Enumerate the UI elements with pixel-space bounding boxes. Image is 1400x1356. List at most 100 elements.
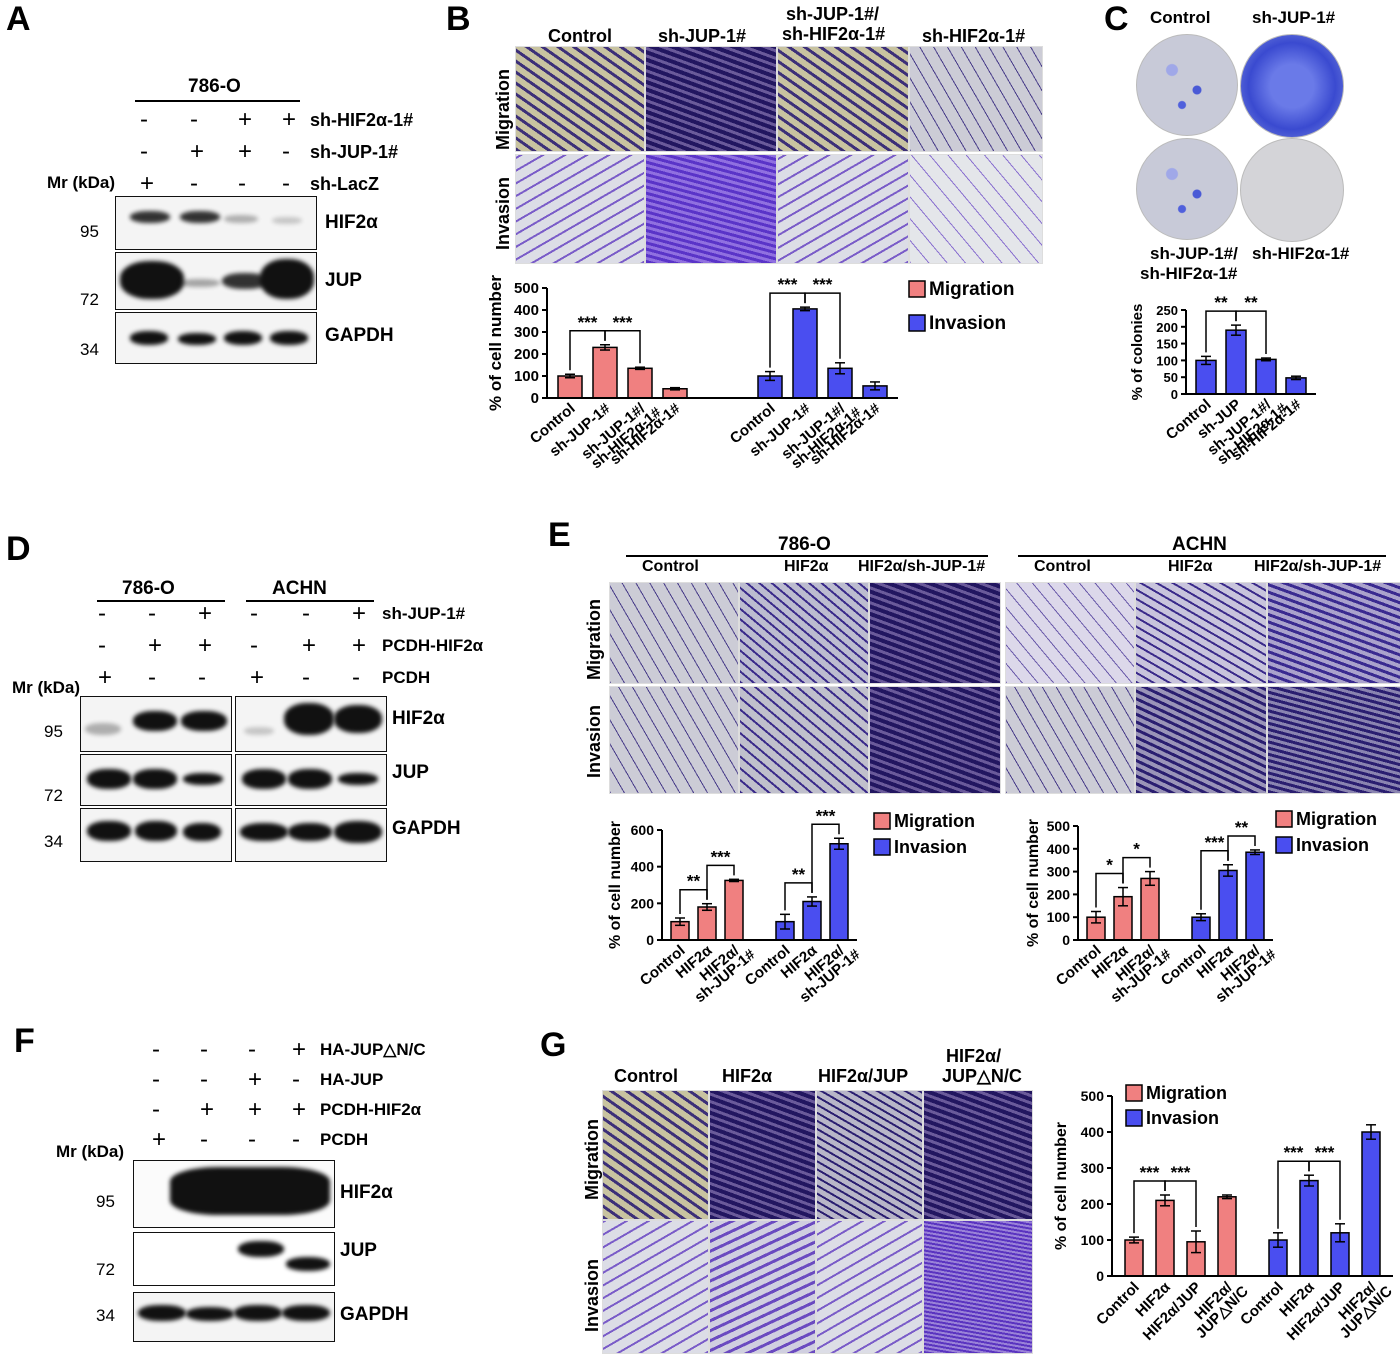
- panel-letter-b: B: [446, 0, 471, 38]
- treatment-sign: +: [200, 1096, 215, 1123]
- marker-72: 72: [44, 786, 63, 805]
- y-tick-label: 0: [1171, 387, 1178, 402]
- marker-72: 72: [80, 290, 99, 309]
- marker-34: 34: [80, 340, 99, 359]
- y-tick-label: 0: [531, 390, 539, 407]
- panel-letter-c: C: [1104, 0, 1129, 38]
- legend-swatch: [908, 280, 926, 298]
- micrograph: [869, 582, 1001, 684]
- colony-dish: [1240, 34, 1344, 138]
- y-tick-label: 100: [1047, 909, 1071, 925]
- column-label: HIF2α/: [946, 1046, 1002, 1066]
- treatment-sign: +: [190, 138, 205, 165]
- treatment-sign: -: [98, 632, 106, 659]
- micrograph: [602, 1090, 709, 1220]
- treatment-sign: -: [292, 1066, 300, 1093]
- treatment-sign: -: [282, 138, 290, 165]
- treatment-label: PCDH: [320, 1130, 369, 1149]
- treatment-sign: +: [152, 1126, 167, 1153]
- treatment-sign: -: [152, 1096, 160, 1123]
- treatment-sign: +: [292, 1036, 307, 1063]
- significance-label: ***: [1284, 1143, 1304, 1162]
- micrograph: [816, 1220, 923, 1354]
- bar: [1124, 1239, 1144, 1277]
- micrograph: [515, 46, 645, 152]
- colony-dish: [1136, 34, 1238, 136]
- row-label: Invasion: [582, 1258, 602, 1332]
- treatment-sign: +: [198, 600, 213, 627]
- treatment-label: HA-JUP△N/C: [320, 1040, 426, 1059]
- y-axis-label: % of cell number: [1053, 1122, 1070, 1250]
- treatment-label: sh-JUP-1#: [382, 604, 466, 623]
- bar: [592, 346, 618, 399]
- bar: [1225, 329, 1247, 395]
- blot-gapdh: [133, 1292, 335, 1342]
- treatment-sign: +: [238, 138, 253, 165]
- mr-label: Mr (kDa): [47, 173, 116, 192]
- blot-gapdh: [235, 808, 387, 862]
- micrograph: [909, 154, 1043, 264]
- treatment-sign: -: [282, 170, 290, 197]
- y-tick-label: 100: [1081, 1232, 1105, 1248]
- cell-line-label: ACHN: [1172, 534, 1227, 555]
- significance-label: ***: [578, 313, 598, 332]
- significance-label: **: [1214, 293, 1228, 312]
- bar: [827, 367, 853, 399]
- significance-bracket: [811, 823, 840, 893]
- bar: [697, 906, 717, 941]
- y-tick-label: 0: [1096, 1268, 1104, 1284]
- significance-bracket: [1235, 310, 1267, 355]
- marker-34: 34: [44, 832, 63, 851]
- treatment-sign: -: [302, 664, 310, 691]
- marker-95: 95: [80, 222, 99, 241]
- micrograph: [816, 1090, 923, 1220]
- column-label: Control: [614, 1066, 678, 1086]
- significance-label: ***: [1140, 1163, 1160, 1182]
- significance-label: *: [1133, 840, 1140, 859]
- protein-label: GAPDH: [325, 325, 394, 346]
- micrograph: [645, 46, 777, 152]
- y-tick-label: 300: [1081, 1160, 1105, 1176]
- blot-jup: [235, 754, 387, 806]
- significance-bracket: [1164, 1180, 1197, 1227]
- significance-bracket: [604, 330, 641, 364]
- divider: [626, 555, 988, 557]
- micrograph: [709, 1090, 816, 1220]
- marker-95: 95: [96, 1192, 115, 1211]
- y-tick-label: 200: [514, 346, 539, 363]
- row-label: Migration: [584, 599, 604, 680]
- treatment-sign: +: [282, 106, 297, 133]
- treatment-sign: -: [250, 600, 258, 627]
- significance-label: ***: [613, 313, 633, 332]
- treatment-sign: -: [152, 1036, 160, 1063]
- treatment-sign: +: [198, 632, 213, 659]
- y-axis-label: % of colonies: [1129, 304, 1146, 401]
- y-tick-label: 200: [1081, 1196, 1105, 1212]
- column-label: Control: [642, 558, 699, 575]
- significance-label: ***: [1171, 1163, 1191, 1182]
- treatment-sign: +: [250, 664, 265, 691]
- significance-label: **: [792, 865, 806, 884]
- y-axis-label: % of cell number: [1025, 819, 1042, 947]
- blot-jup: [80, 754, 232, 806]
- bar: [627, 367, 653, 399]
- panel-letter-a: A: [6, 0, 31, 38]
- row-label: Invasion: [584, 704, 604, 778]
- column-label: HIF2α/sh-JUP-1#: [1254, 558, 1382, 575]
- treatment-sign: -: [198, 664, 206, 691]
- treatment-sign: -: [200, 1036, 208, 1063]
- treatment-sign: -: [148, 664, 156, 691]
- dish-label: Control: [1150, 8, 1211, 27]
- significance-label: ***: [1205, 833, 1225, 852]
- y-tick-label: 400: [1081, 1124, 1105, 1140]
- y-tick-label: 200: [1047, 886, 1071, 902]
- dish-label: sh-HIF2α-1#: [1252, 244, 1350, 263]
- significance-label: ***: [816, 806, 836, 825]
- y-tick-label: 100: [514, 368, 539, 385]
- significance-bracket: [1122, 856, 1151, 884]
- micrograph: [609, 582, 739, 684]
- divider: [1018, 555, 1386, 557]
- bar: [1299, 1179, 1319, 1277]
- y-tick-label: 400: [514, 302, 539, 319]
